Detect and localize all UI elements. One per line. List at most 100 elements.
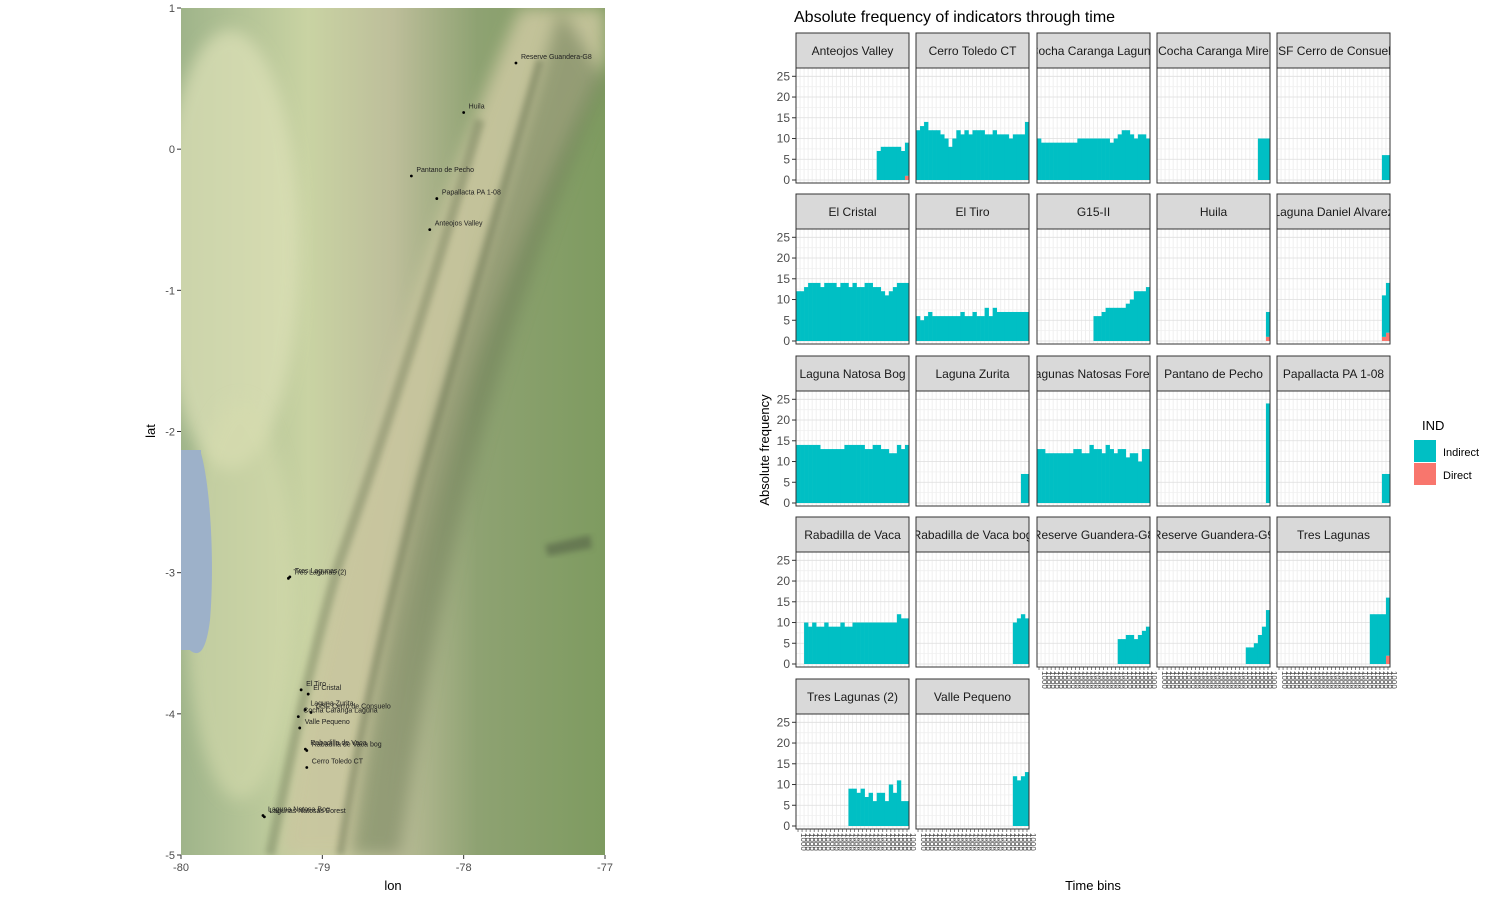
x-tick-label: 1000 xyxy=(1373,671,1382,689)
bar-indirect xyxy=(980,316,985,341)
bar-indirect xyxy=(1073,142,1078,180)
panel-border xyxy=(1276,551,1391,668)
bar-indirect xyxy=(1113,138,1119,180)
bar-indirect xyxy=(1016,134,1022,180)
y-tick-label: 5 xyxy=(783,152,790,166)
map-site-point xyxy=(298,726,302,730)
legend-label-indirect: Indirect xyxy=(1443,447,1479,459)
bar-indirect xyxy=(892,622,898,664)
x-tick-label: 1000 xyxy=(1192,671,1201,689)
x-tick-label: 1000 xyxy=(1312,671,1321,689)
x-tick-label: 1000 xyxy=(1208,671,1217,689)
y-tick-label: 20 xyxy=(777,574,791,588)
y-tick-label: 15 xyxy=(777,434,791,448)
facet-strip-label: Cocha Caranga Laguna xyxy=(1030,44,1158,58)
bar-indirect xyxy=(1137,291,1143,341)
bar-indirect xyxy=(1125,303,1131,341)
bar-indirect xyxy=(1097,316,1102,341)
y-tick-label: 5 xyxy=(783,636,790,650)
map-site-point xyxy=(305,749,309,752)
x-tick-label: 1000 xyxy=(1316,671,1325,689)
facet-strip-label: Tres Lagunas xyxy=(1297,528,1370,542)
x-tick-label: 1000 xyxy=(1024,833,1033,851)
x-tick-label: 1000 xyxy=(1121,671,1130,689)
x-tick-label: 1000 xyxy=(1357,671,1366,689)
bar-indirect xyxy=(1024,473,1030,503)
bar-indirect xyxy=(1061,453,1066,503)
bar-indirect xyxy=(952,138,957,180)
x-tick-label: 1000 xyxy=(1233,671,1242,689)
bar-indirect xyxy=(1037,449,1042,503)
x-tick-label: 1000 xyxy=(1160,671,1169,689)
panel-border xyxy=(1036,390,1151,507)
x-tick-label: 1000 xyxy=(1180,671,1189,689)
bar-indirect xyxy=(896,282,902,341)
bar-indirect xyxy=(800,444,805,503)
bar-indirect xyxy=(924,316,929,341)
y-tick-label: 10 xyxy=(777,778,791,792)
bar-indirect xyxy=(1265,610,1271,664)
bar-indirect xyxy=(1141,134,1147,180)
facet-strip xyxy=(795,193,910,230)
facet-strip-label: Pantano de Pecho xyxy=(1164,367,1263,381)
map-x-tick-label: -77 xyxy=(597,862,613,874)
map-site-label: Papallacta PA 1-08 xyxy=(442,190,501,197)
bar-indirect xyxy=(1129,453,1135,503)
bar-indirect xyxy=(844,282,849,341)
bar-indirect xyxy=(928,130,933,180)
x-tick-label: 1000 xyxy=(1369,671,1378,689)
bar-indirect xyxy=(924,121,929,180)
bar-indirect xyxy=(976,316,981,341)
map-raster xyxy=(181,8,605,855)
bar-indirect xyxy=(904,801,910,826)
bar-indirect xyxy=(904,282,910,341)
bar-indirect xyxy=(996,134,1002,180)
map-site-label: Lagunas Natosas Forest xyxy=(269,808,345,815)
x-tick-label: 1000 xyxy=(963,833,972,851)
x-tick-label: 1000 xyxy=(1052,671,1061,689)
x-tick-label: 1000 xyxy=(827,833,836,851)
x-tick-label: 1000 xyxy=(864,833,873,851)
panel-border xyxy=(915,228,1030,345)
x-tick-label: 1000 xyxy=(927,833,936,851)
bar-indirect xyxy=(948,146,953,180)
bar-indirect xyxy=(1024,311,1030,341)
bar-indirect xyxy=(888,622,894,664)
x-tick-label: 1000 xyxy=(1296,671,1305,689)
x-tick-label: 1000 xyxy=(839,833,848,851)
bar-indirect xyxy=(1129,634,1135,664)
bar-indirect xyxy=(1004,134,1010,180)
map-site-label: Cocha Caranga Laguna xyxy=(303,708,377,715)
map-site-label: Laguna Zurita xyxy=(310,701,353,708)
facet-panel: G15-II xyxy=(1036,193,1151,345)
bar-indirect xyxy=(1065,142,1070,180)
x-tick-label: 1000 xyxy=(1109,671,1118,689)
bar-indirect xyxy=(932,316,937,341)
facet-strip xyxy=(1156,355,1271,392)
bar-indirect xyxy=(1016,618,1022,664)
x-tick-label: 1000 xyxy=(967,833,976,851)
bar-indirect xyxy=(1081,453,1086,503)
bar-indirect xyxy=(1141,630,1147,664)
x-tick-label: 1000 xyxy=(1016,833,1025,851)
x-tick-label: 1000 xyxy=(1217,671,1226,689)
facet-strip-label: Reserve Guandera-G9 xyxy=(1153,528,1275,542)
x-tick-label: 1000 xyxy=(1245,671,1254,689)
x-tick-label: 1000 xyxy=(851,833,860,851)
facet-strip-label: Tres Lagunas (2) xyxy=(807,690,898,704)
bar-indirect xyxy=(1245,647,1251,664)
bar-indirect xyxy=(1105,307,1110,341)
bar-indirect xyxy=(876,444,882,503)
x-tick-label: 1000 xyxy=(1204,671,1213,689)
map-site-label: Tres Lagunas xyxy=(295,568,338,575)
x-tick-label: 1000 xyxy=(908,833,917,851)
bar-indirect xyxy=(992,307,998,341)
bar-indirect xyxy=(1117,134,1123,180)
bar-indirect xyxy=(1045,453,1050,503)
x-tick-label: 1000 xyxy=(1188,671,1197,689)
y-tick-label: 0 xyxy=(783,819,790,833)
x-tick-label: 1000 xyxy=(860,833,869,851)
bar-indirect xyxy=(888,784,894,826)
x-tick-label: 1000 xyxy=(1125,671,1134,689)
bar-indirect xyxy=(1008,138,1014,180)
